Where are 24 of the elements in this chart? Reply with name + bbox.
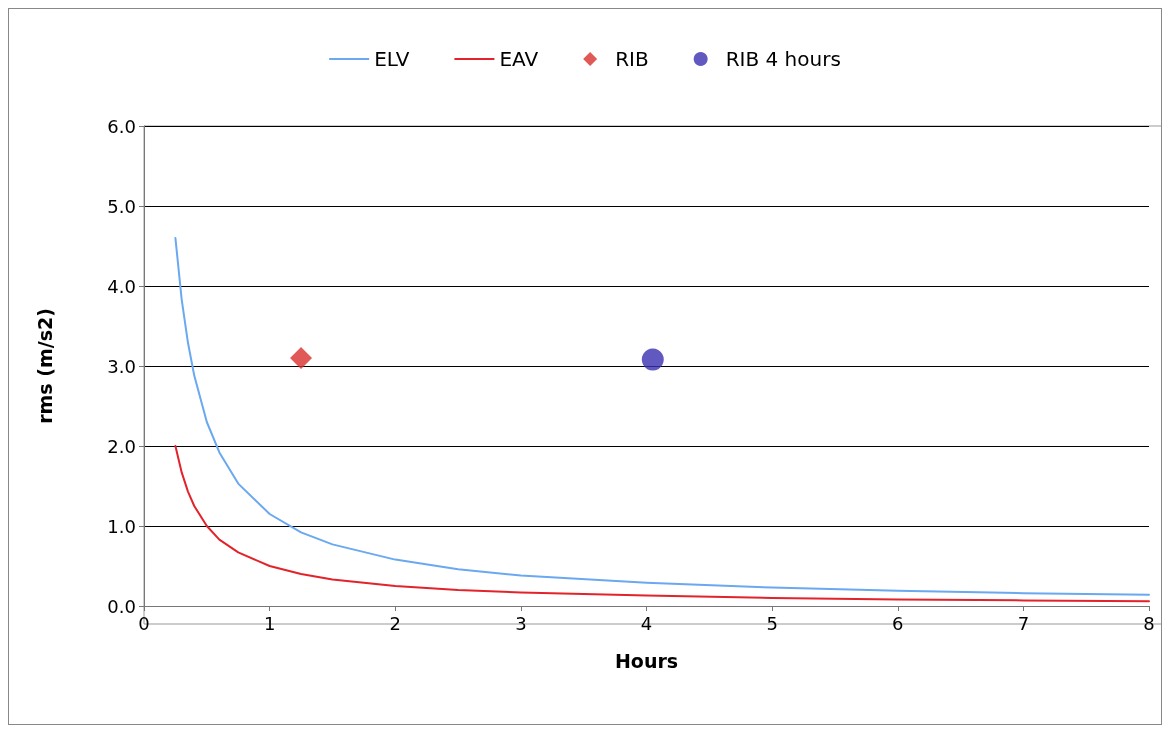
line-series [174,237,1150,596]
x-tick-label: 3 [515,612,527,634]
legend-label: ELV [374,47,410,71]
legend-label: RIB 4 hours [725,47,841,71]
y-tick-label: 4.0 [107,275,136,297]
x-tick-label: 0 [138,612,150,634]
y-tick-label: 2.0 [107,435,136,457]
legend-label: RIB [615,47,649,71]
y-tick-label: 6.0 [107,115,136,137]
x-tick-label: 5 [766,612,778,634]
y-tick-label: 5.0 [107,195,136,217]
x-tick-label: 4 [640,612,653,634]
y-tick-label: 0.0 [107,595,136,617]
y-axis-title: rms (m/s2) [33,308,56,424]
x-tick-label: 1 [263,612,276,634]
x-tick-label: 7 [1017,612,1030,634]
legend-label: EAV [499,47,539,71]
x-tick-label: 2 [389,612,401,634]
line-series [174,445,1150,603]
x-tick-label: 8 [1143,612,1155,634]
y-tick-label: 1.0 [107,515,136,537]
x-tick-label: 6 [892,612,904,634]
y-tick-label: 3.0 [107,355,136,377]
x-axis-title: Hours [614,649,679,672]
